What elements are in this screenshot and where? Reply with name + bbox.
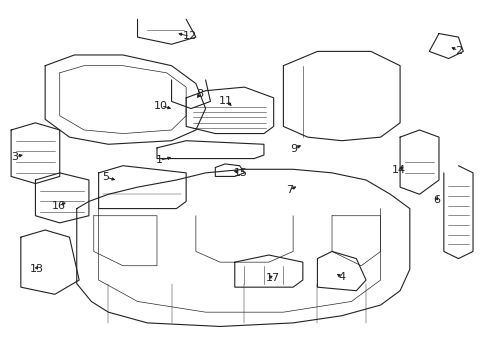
Text: 15: 15	[233, 168, 247, 178]
Text: 14: 14	[391, 165, 406, 175]
Text: 2: 2	[454, 46, 461, 56]
Text: 10: 10	[154, 101, 167, 111]
Text: 11: 11	[219, 96, 233, 106]
Text: 6: 6	[432, 195, 439, 204]
Text: 3: 3	[12, 152, 19, 162]
Text: 13: 13	[29, 264, 43, 274]
Text: 12: 12	[183, 31, 197, 41]
Text: 5: 5	[102, 172, 109, 182]
Text: 17: 17	[265, 273, 279, 283]
Text: 8: 8	[196, 89, 203, 99]
Text: 1: 1	[156, 156, 163, 165]
Text: 9: 9	[290, 144, 297, 154]
Text: 4: 4	[338, 272, 345, 282]
Text: 16: 16	[52, 201, 65, 211]
Text: 7: 7	[285, 185, 292, 195]
